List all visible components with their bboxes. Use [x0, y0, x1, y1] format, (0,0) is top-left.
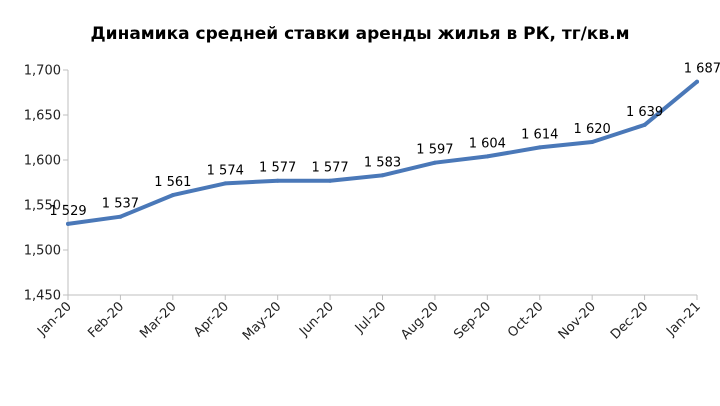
x-tick-label: Dec-20: [608, 299, 651, 342]
x-tick-label: Mar-20: [137, 299, 179, 341]
data-point: [432, 160, 437, 165]
data-label: 1 614: [521, 127, 558, 142]
x-tick-label: Jan-20: [34, 299, 75, 340]
data-point: [590, 140, 595, 144]
x-tick-label: May-20: [240, 299, 284, 343]
data-label: 1 537: [102, 197, 139, 212]
data-point: [380, 173, 385, 178]
x-tick-label: Apr-20: [191, 299, 232, 340]
x-tick-label: Jul-20: [352, 299, 389, 336]
data-point: [170, 193, 175, 198]
data-point: [537, 145, 542, 150]
data-point: [275, 178, 280, 183]
data-label: 1 620: [574, 122, 611, 137]
data-label: 1 577: [259, 161, 296, 176]
data-point: [66, 221, 70, 226]
series-line: [66, 79, 699, 226]
data-label: 1 687: [684, 62, 720, 77]
data-label: 1 574: [207, 163, 244, 178]
chart-title: Динамика средней ставки аренды жилья в Р…: [90, 24, 630, 44]
data-point: [118, 214, 123, 219]
x-tick-label: Jun-20: [296, 299, 337, 340]
data-label: 1 561: [154, 175, 191, 190]
x-tick-label: Oct-20: [505, 299, 547, 341]
data-point: [223, 181, 228, 186]
y-tick-label: 1,650: [24, 109, 61, 124]
x-tick-label: Nov-20: [556, 299, 599, 342]
y-tick-label: 1,500: [24, 244, 61, 259]
data-label: 1 577: [311, 161, 348, 176]
data-point: [642, 122, 647, 127]
x-tick-label: Jan-21: [663, 299, 704, 340]
data-point: [328, 178, 333, 183]
x-tick-label: Sep-20: [451, 299, 494, 342]
data-label: 1 583: [364, 155, 401, 170]
y-tick-label: 1,700: [24, 64, 61, 79]
data-label: 1 597: [416, 143, 453, 158]
y-tick-label: 1,550: [24, 199, 61, 214]
x-tick-label: Feb-20: [85, 299, 127, 341]
x-tick-label: Aug-20: [398, 299, 442, 343]
data-point: [695, 79, 699, 84]
data-label: 1 529: [49, 204, 86, 219]
y-tick-label: 1,600: [24, 154, 61, 169]
data-point: [485, 154, 490, 159]
data-label: 1 604: [469, 136, 506, 151]
y-tick-label: 1,450: [24, 289, 61, 304]
data-label: 1 639: [626, 105, 663, 120]
